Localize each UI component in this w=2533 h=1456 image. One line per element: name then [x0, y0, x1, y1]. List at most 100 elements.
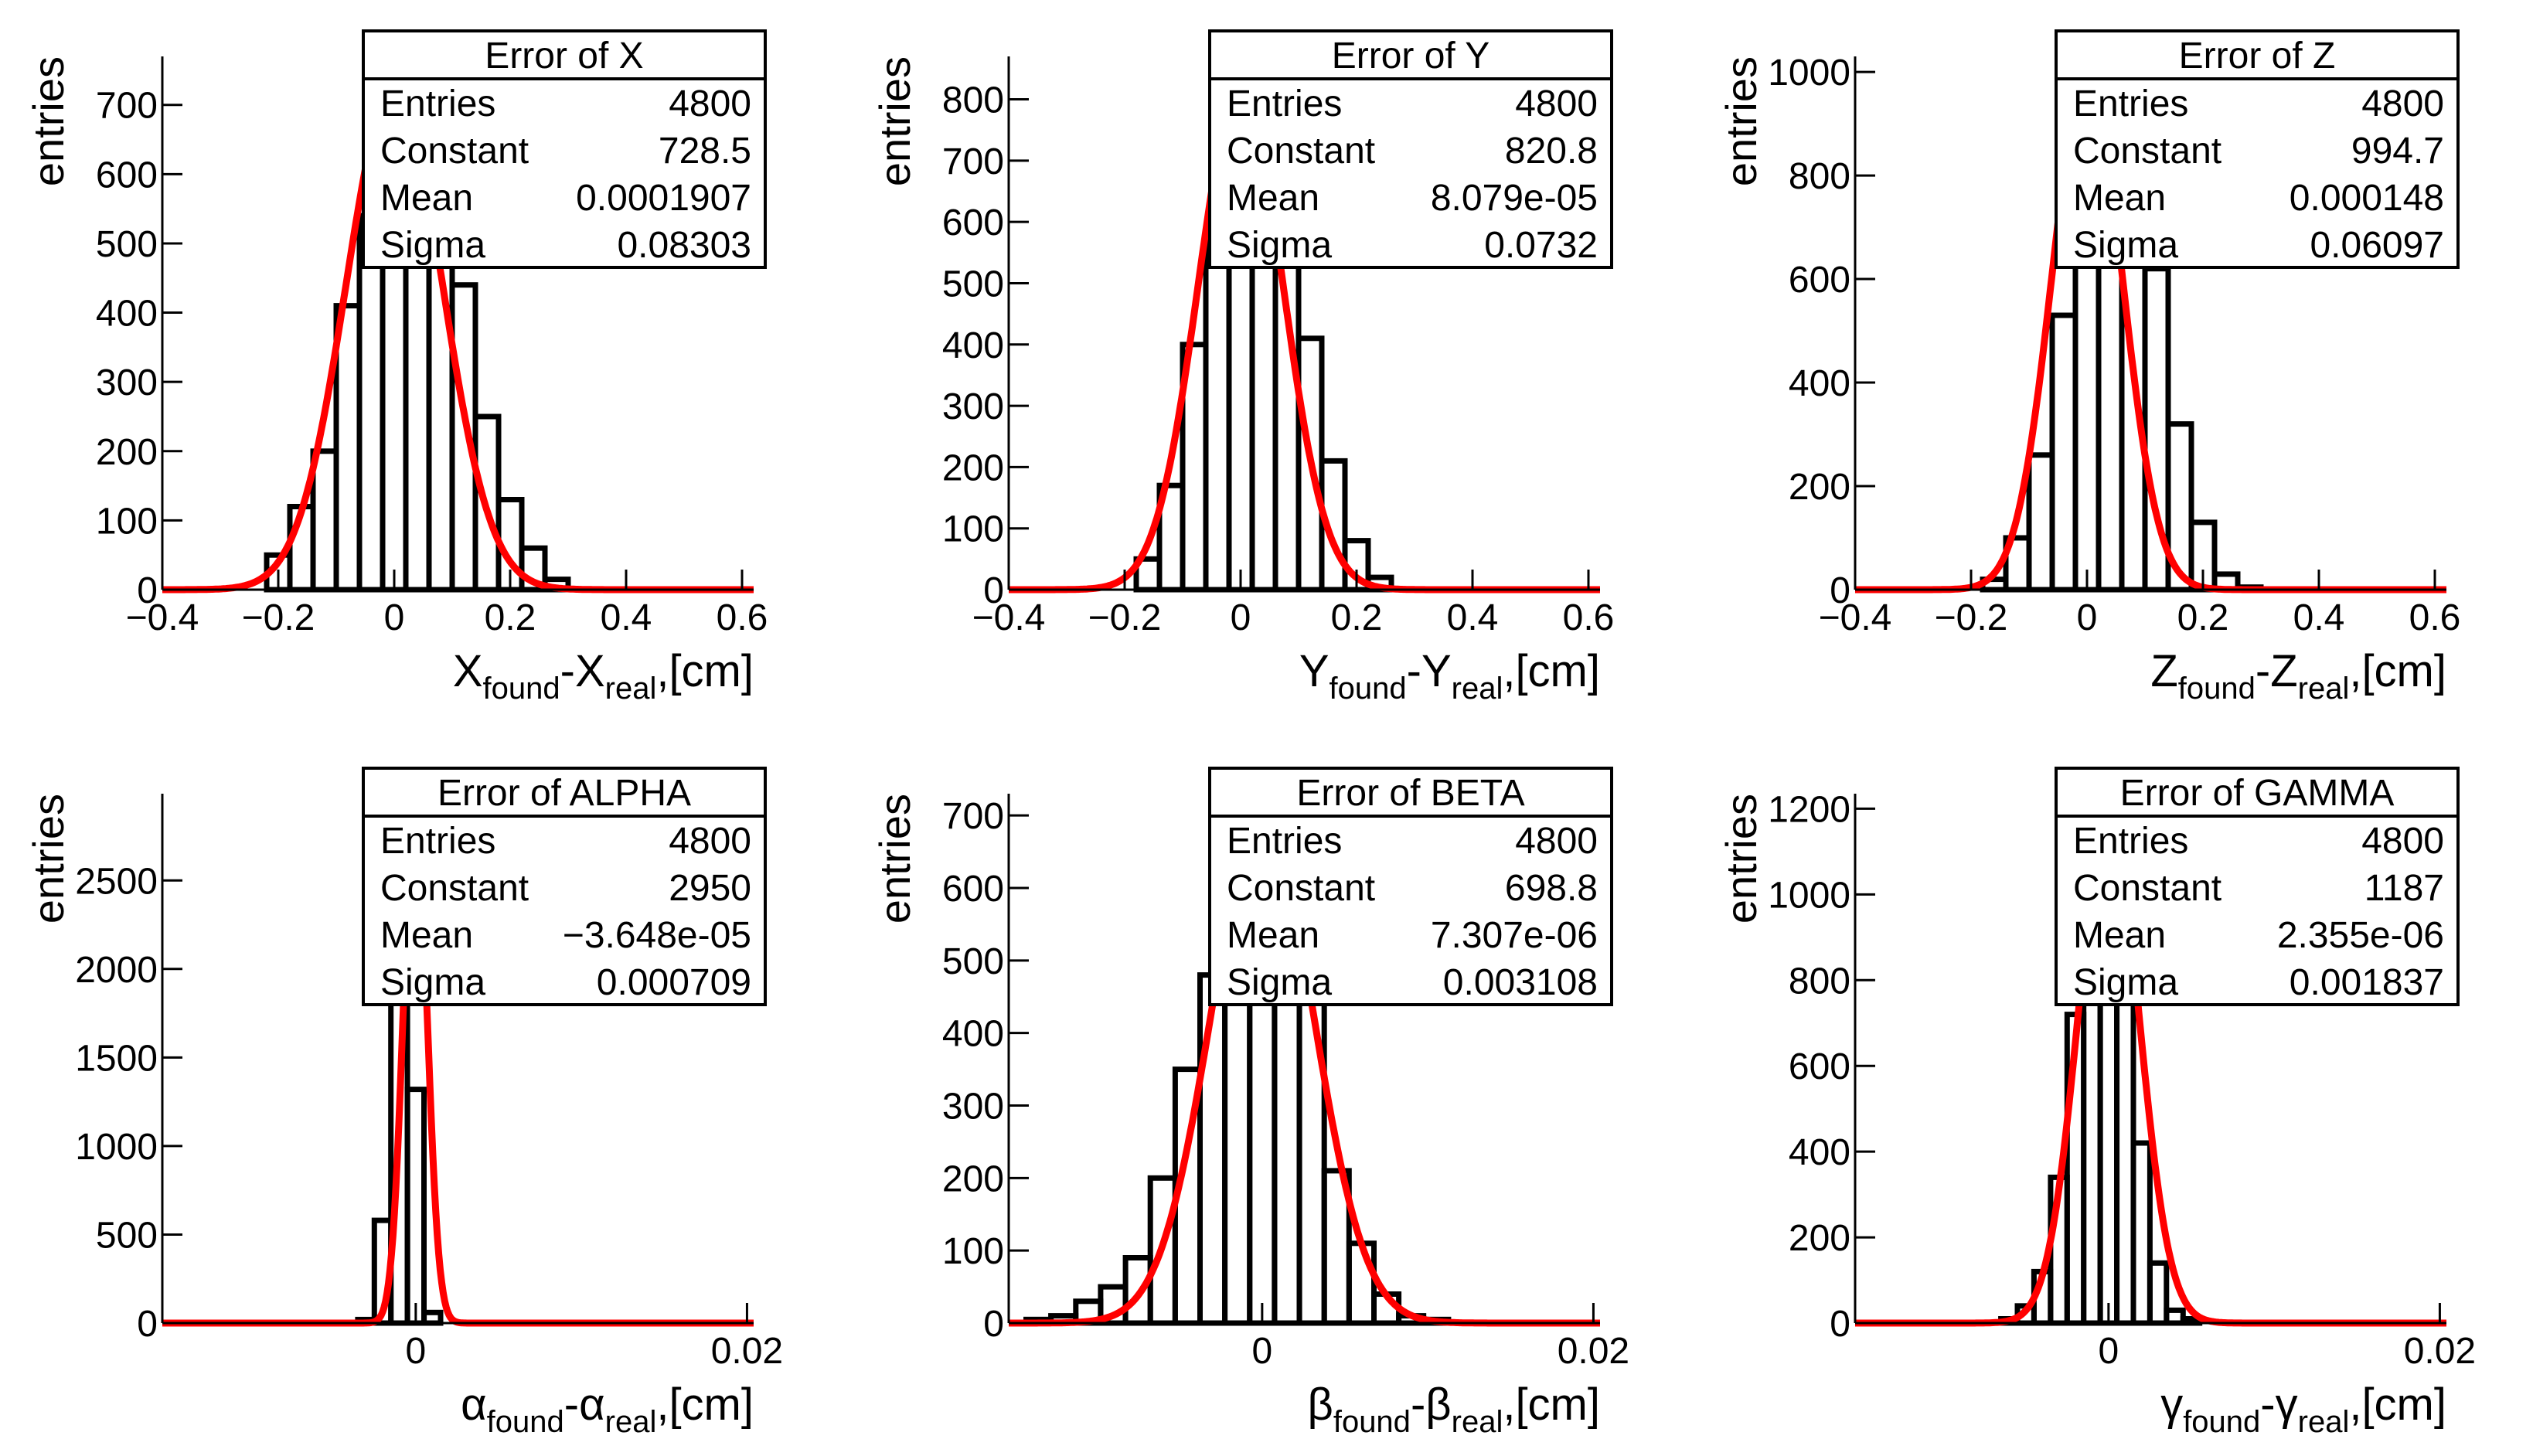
stat-label: Entries [1227, 821, 1342, 862]
x-tick-label: −0.4 [972, 597, 1046, 638]
y-axis-label: entries [24, 794, 73, 924]
y-tick-label: 300 [942, 386, 1004, 427]
stat-value: 4800 [669, 821, 751, 862]
y-tick-label: 0 [137, 570, 158, 611]
histogram-title: Error of ALPHA [437, 773, 691, 814]
stat-value: 2.355e-06 [2277, 915, 2444, 956]
stat-label: Mean [380, 915, 473, 956]
y-tick-label: 400 [942, 1014, 1004, 1055]
y-tick-label: 300 [96, 362, 158, 403]
histogram-title: Error of Y [1332, 36, 1490, 77]
y-axis-label: entries [24, 56, 73, 186]
y-axis-label: entries [870, 56, 919, 186]
histogram-title: Error of BETA [1296, 773, 1524, 814]
x-label-main: Z [2150, 646, 2177, 696]
stat-label: Constant [380, 131, 529, 172]
stats-box: Error of Y Entries 4800 Constant 820.8 Mean 8.… [1208, 29, 1613, 269]
stats-box-frame [362, 29, 767, 269]
stats-box-frame [2055, 29, 2460, 269]
stat-label: Sigma [2073, 962, 2178, 1003]
y-tick-label: 0 [983, 570, 1004, 611]
y-tick-label: 600 [942, 869, 1004, 910]
y-tick-label: 0 [983, 1304, 1004, 1345]
x-axis-label: Zfound-Zreal,[cm] [2150, 646, 2446, 706]
histogram-panel-2: −0.4 −0.2 0 0.2 0.4 0.6 0 100 200 300 400 500 600 700… [870, 29, 1614, 706]
y-axis-label: entries [1717, 794, 1765, 924]
x-label-mid: -α [564, 1379, 605, 1430]
y-tick-label: 200 [96, 432, 158, 473]
x-label-mid: -β [1411, 1379, 1452, 1430]
stat-label: Entries [2073, 821, 2188, 862]
x-label-subscript: found [1333, 1405, 1411, 1439]
x-label-main: γ [2160, 1379, 2183, 1430]
x-label-main: Y [1299, 646, 1329, 696]
y-tick-label: 200 [1789, 1218, 1850, 1259]
y-tick-label: 1500 [75, 1038, 158, 1079]
y-tick-label: 600 [942, 202, 1004, 243]
stats-box-frame [1208, 767, 1613, 1006]
x-label-main: α [461, 1379, 487, 1430]
histogram-title: Error of X [485, 36, 643, 77]
x-label-subscript: found [2178, 672, 2256, 706]
x-label-subscript: real [2298, 1405, 2350, 1439]
stat-value: 2950 [669, 868, 751, 909]
x-label-subscript: real [605, 672, 657, 706]
stat-value: 0.001837 [2290, 962, 2444, 1003]
x-label-mid: -X [560, 646, 605, 696]
stat-label: Entries [1227, 83, 1342, 124]
y-tick-label: 1200 [1768, 789, 1850, 830]
x-axis-label: Xfound-Xreal,[cm] [453, 646, 754, 706]
x-axis-label: αfound-αreal,[cm] [461, 1379, 754, 1439]
histogram-title: Error of Z [2179, 36, 2336, 77]
y-tick-label: 800 [1789, 961, 1850, 1002]
stat-value: 4800 [669, 83, 751, 124]
x-label-subscript: found [487, 1405, 564, 1439]
stat-label: Constant [380, 868, 529, 909]
stat-value: 0.000709 [597, 962, 751, 1003]
x-label-main: X [453, 646, 483, 696]
y-tick-label: 700 [96, 86, 158, 127]
stats-box: Error of Z Entries 4800 Constant 994.7 Mean 0.… [2055, 29, 2460, 269]
x-label-unit: ,[cm] [2349, 646, 2446, 696]
x-tick-label: 0.6 [717, 597, 768, 638]
x-label-subscript: found [1329, 672, 1407, 706]
x-axis-label: γfound-γreal,[cm] [2160, 1379, 2446, 1439]
stat-value: 0.08303 [617, 225, 751, 266]
y-tick-label: 100 [96, 501, 158, 542]
x-tick-label: 0.4 [1447, 597, 1499, 638]
x-label-unit: ,[cm] [1503, 646, 1600, 696]
x-tick-label: 0.2 [2177, 597, 2229, 638]
x-tick-label: 0.4 [2293, 597, 2345, 638]
y-tick-label: 400 [1789, 363, 1850, 404]
stat-label: Constant [1227, 868, 1375, 909]
x-label-mid: -Z [2256, 646, 2298, 696]
x-tick-label: 0 [1231, 597, 1251, 638]
stat-value: 4800 [1515, 821, 1598, 862]
x-tick-label: 0.4 [601, 597, 652, 638]
x-tick-label: −0.2 [1935, 597, 2008, 638]
stat-value: −3.648e-05 [563, 915, 751, 956]
histogram-panel-1: −0.4 −0.2 0 0.2 0.4 0.6 0 100 200 300 400 500 600 700… [24, 29, 768, 706]
stat-label: Entries [2073, 83, 2188, 124]
y-tick-label: 1000 [1768, 875, 1850, 916]
stats-box: Error of GAMMA Entries 4800 Constant 1187 Mea… [2055, 767, 2460, 1006]
x-tick-label: 0.2 [1331, 597, 1383, 638]
y-tick-label: 200 [942, 1158, 1004, 1199]
x-label-subscript: real [605, 1405, 657, 1439]
x-tick-label: −0.2 [1088, 597, 1162, 638]
y-axis-label: entries [870, 794, 919, 924]
y-tick-label: 500 [942, 264, 1004, 304]
stat-value: 0.000148 [2290, 178, 2444, 219]
x-tick-label: 0.02 [711, 1331, 783, 1372]
y-tick-label: 2500 [75, 861, 158, 902]
x-tick-label: 0.02 [2404, 1331, 2476, 1372]
y-tick-label: 100 [942, 509, 1004, 550]
stat-value: 4800 [2361, 83, 2444, 124]
x-label-unit: ,[cm] [656, 646, 754, 696]
x-label-main: β [1307, 1379, 1333, 1430]
stat-label: Constant [2073, 868, 2221, 909]
stat-label: Constant [2073, 131, 2221, 172]
x-axis-label: βfound-βreal,[cm] [1307, 1379, 1600, 1439]
y-tick-label: 400 [942, 325, 1004, 366]
